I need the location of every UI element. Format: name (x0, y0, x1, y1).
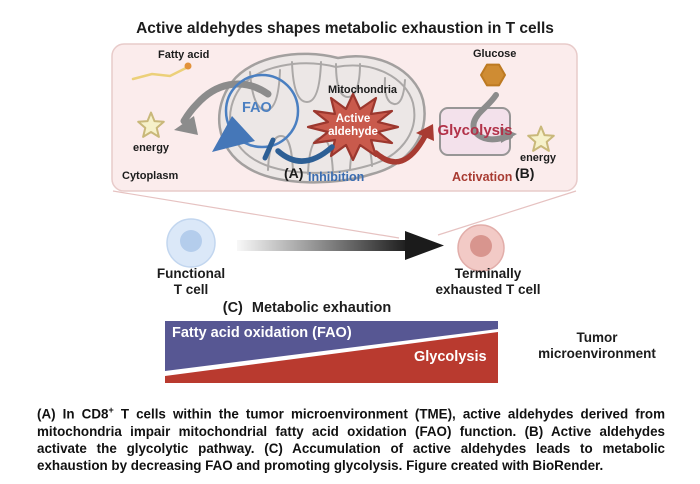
figure-title: Active aldehydes shapes metabolic exhaus… (136, 20, 554, 37)
activation-arrow-icon (373, 124, 434, 165)
mitochondria-label: Mitochondria (328, 84, 398, 96)
marker-a-label: (A) (284, 165, 304, 181)
fatty-acid-squiggle-icon (131, 62, 192, 81)
callout-funnel-lines (112, 190, 577, 239)
fatty-acid-label: Fatty acid (158, 49, 210, 61)
tumor-line2: microenvironment (538, 345, 656, 361)
active-aldehyde-line1: Active (335, 113, 371, 125)
metabolic-exhaustion-heading: (C) Metabolic exhaution (222, 300, 392, 317)
fao-label: FAO (242, 100, 272, 116)
glucose-hexagon-icon (480, 63, 506, 87)
transition-gradient-arrow-icon (237, 231, 444, 260)
activation-label: Activation (452, 170, 513, 184)
functional-t-cell-label: Functional T cell (157, 266, 225, 298)
energy-right-label: energy (519, 152, 557, 164)
glucose-label: Glucose (473, 48, 517, 60)
active-aldehyde-label: Active aldehyde (328, 113, 378, 139)
glycolysis-box-label: Glycolysis (437, 122, 513, 139)
marker-c-label: (C) (222, 300, 243, 316)
tumor-line1: Tumor (576, 330, 618, 345)
cytoplasm-label: Cytoplasm (122, 170, 179, 182)
functional-line2: T cell (173, 282, 209, 298)
caption-part2: T cells within the tumor microenvironmen… (37, 406, 665, 474)
energy-output-arrow-left-icon (174, 80, 272, 135)
active-aldehyde-line2: aldehyde (328, 125, 378, 138)
fao-triangle-label: Fatty acid oxidation (FAO) (172, 325, 352, 341)
energy-left-label: energy (132, 142, 170, 154)
cd8-superscript: + (108, 405, 114, 416)
energy-output-arrow-right-icon (470, 92, 517, 143)
caption-part1: (A) In CD8 (37, 406, 109, 422)
exhausted-line1: Terminally (454, 266, 522, 281)
functional-line1: Functional (156, 266, 226, 281)
inhibition-label: Inhibition (308, 170, 365, 184)
exhausted-t-cell-icon (457, 224, 505, 272)
marker-b-label: (B) (515, 165, 535, 181)
glycolysis-triangle (165, 332, 498, 383)
functional-t-cell-icon (166, 218, 216, 268)
figure-caption: (A) In CD8+ T cells within the tumor mic… (37, 405, 665, 474)
fao-cycle-arrow-icon (212, 73, 300, 152)
glycolysis-triangle-label: Glycolysis (414, 349, 487, 365)
metabolic-exhaustion-text: Metabolic exhaution (251, 300, 392, 316)
tumor-microenvironment-label: Tumor microenvironment (538, 330, 656, 362)
inhibition-arrow-icon (262, 137, 335, 164)
fao-triangle (165, 321, 498, 371)
exhausted-line2: exhausted T cell (435, 282, 541, 298)
exhausted-t-cell-label: Terminally exhausted T cell (435, 266, 540, 298)
